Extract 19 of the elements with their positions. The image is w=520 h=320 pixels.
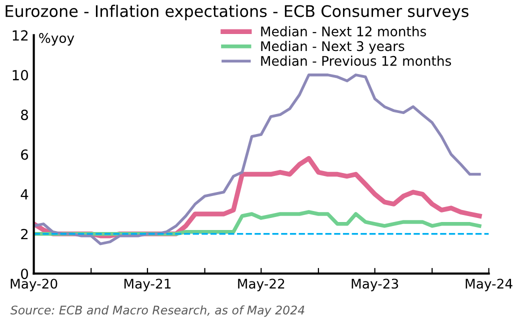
y-tick-label: 0 xyxy=(21,268,28,280)
x-tick-label: May-21 xyxy=(124,278,171,292)
y-axis-title: %yoy xyxy=(39,33,74,46)
chart-title: Eurozone - Inflation expectations - ECB Consumer surveys xyxy=(6,4,468,20)
legend-label: Median - Next 3 years xyxy=(261,40,404,54)
x-tick-label: May-20 xyxy=(10,278,58,292)
line-series xyxy=(34,74,481,246)
x-tick-label: May-23 xyxy=(352,278,398,292)
y-tick-label: 8 xyxy=(21,110,28,120)
y-tick-label: 2 xyxy=(21,228,28,240)
y-tick-label: 10 xyxy=(12,70,28,80)
y-tick-label: 6 xyxy=(21,149,28,160)
source-note: Source: ECB and Macro Research, as of May 2024 xyxy=(10,305,304,317)
x-tick-label: May-24 xyxy=(466,278,512,292)
x-tick-label: May-22 xyxy=(238,278,284,292)
legend-label: Median - Previous 12 months xyxy=(261,56,452,66)
y-tick-label: 12 xyxy=(12,30,28,40)
legend-label: Median - Next 12 months xyxy=(261,26,426,36)
y-tick-label: 4 xyxy=(20,189,28,200)
